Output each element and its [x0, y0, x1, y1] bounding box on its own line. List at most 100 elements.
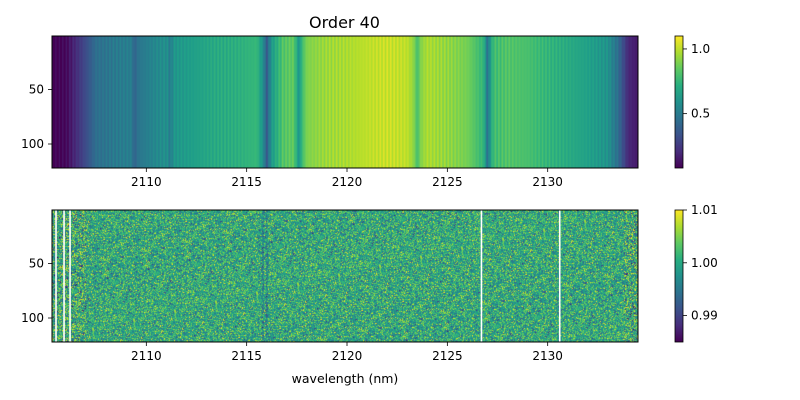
heatmap-column — [187, 36, 189, 168]
heatmap-column — [323, 36, 325, 168]
heatmap-column — [139, 36, 141, 168]
heatmap-column — [59, 36, 61, 168]
heatmap-column — [247, 36, 249, 168]
heatmap-column — [444, 36, 446, 168]
heatmap-column — [536, 36, 538, 168]
heatmap-column — [560, 36, 562, 168]
heatmap-column — [181, 36, 183, 168]
heatmap-column — [162, 36, 164, 168]
heatmap-column — [362, 36, 364, 168]
heatmap-column — [170, 36, 172, 168]
heatmap-column — [420, 36, 422, 168]
heatmap-column — [516, 36, 518, 168]
colorbar-ticks: 0.5 1.0 — [683, 42, 710, 121]
y-tick-label: 100 — [21, 137, 44, 151]
heatmap-column — [454, 36, 456, 168]
heatmap-column — [152, 36, 154, 168]
heatmap-column — [65, 36, 67, 168]
heatmap-column — [576, 36, 578, 168]
heatmap-column — [295, 36, 297, 168]
heatmap-column — [538, 36, 540, 168]
heatmap-column — [451, 36, 453, 168]
heatmap-column — [456, 36, 458, 168]
heatmap-column — [316, 36, 318, 168]
heatmap-column — [98, 36, 100, 168]
heatmap-column — [281, 36, 283, 168]
heatmap-column — [269, 36, 271, 168]
heatmap-column — [342, 36, 344, 168]
heatmap-column — [378, 36, 380, 168]
heatmap-column — [434, 36, 436, 168]
plot-frame — [51, 35, 639, 169]
heatmap-column — [229, 36, 231, 168]
heatmap-column — [388, 36, 390, 168]
heatmap-column — [414, 36, 416, 168]
heatmap-column — [96, 36, 98, 168]
heatmap-column — [283, 36, 285, 168]
heatmap-column — [300, 36, 302, 168]
heatmap-column — [266, 36, 268, 168]
heatmap-column — [505, 36, 507, 168]
heatmap-column — [106, 36, 108, 168]
heatmap-column — [499, 36, 501, 168]
heatmap-column — [629, 36, 631, 168]
heatmap-column — [529, 36, 531, 168]
heatmap-column — [212, 36, 214, 168]
heatmap-column — [521, 36, 523, 168]
colorbar-tick-label: 0.99 — [691, 309, 718, 323]
heatmap-column — [450, 36, 452, 168]
heatmap-column — [273, 36, 275, 168]
masked-column — [55, 210, 57, 342]
heatmap-column — [321, 36, 323, 168]
heatmap-column — [357, 36, 359, 168]
heatmap-column — [232, 36, 234, 168]
heatmap-column — [441, 36, 443, 168]
heatmap-column — [411, 36, 413, 168]
heatmap-column — [121, 36, 123, 168]
heatmap-column — [114, 36, 116, 168]
heatmap-column — [581, 36, 583, 168]
heatmap-column — [254, 36, 256, 168]
heatmap-column — [355, 36, 357, 168]
heatmap-column — [611, 36, 613, 168]
heatmap-column — [213, 36, 215, 168]
heatmap-column — [561, 36, 563, 168]
heatmap-column — [132, 36, 134, 168]
heatmap-column — [393, 36, 395, 168]
heatmap-column — [258, 36, 260, 168]
heatmap-column — [497, 36, 499, 168]
heatmap-column — [484, 36, 486, 168]
heatmap-column — [191, 36, 193, 168]
heatmap-column — [322, 36, 324, 168]
heatmap-column — [491, 36, 493, 168]
heatmap-column — [515, 36, 517, 168]
heatmap-column — [133, 36, 135, 168]
heatmap-column — [235, 36, 237, 168]
heatmap-column — [141, 36, 143, 168]
heatmap-column — [534, 36, 536, 168]
heatmap-column — [126, 36, 128, 168]
heatmap-column — [626, 36, 628, 168]
heatmap-column — [351, 36, 353, 168]
heatmap-column — [523, 36, 525, 168]
heatmap-column — [587, 36, 589, 168]
heatmap-column — [353, 36, 355, 168]
heatmap-column — [236, 36, 238, 168]
heatmap-column — [165, 36, 167, 168]
heatmap-column — [157, 36, 159, 168]
heatmap-column — [607, 36, 609, 168]
heatmap-column — [573, 36, 575, 168]
heatmap-column — [366, 36, 368, 168]
heatmap-column — [161, 36, 163, 168]
heatmap-column — [154, 36, 156, 168]
heatmap-column — [387, 36, 389, 168]
heatmap-column — [265, 36, 267, 168]
heatmap-column — [403, 36, 405, 168]
heatmap-column — [399, 36, 401, 168]
heatmap-column — [328, 36, 330, 168]
heatmap-column — [599, 36, 601, 168]
heatmap-column — [336, 36, 338, 168]
heatmap-column — [635, 36, 637, 168]
heatmap-column — [169, 36, 171, 168]
heatmap-column — [426, 36, 428, 168]
